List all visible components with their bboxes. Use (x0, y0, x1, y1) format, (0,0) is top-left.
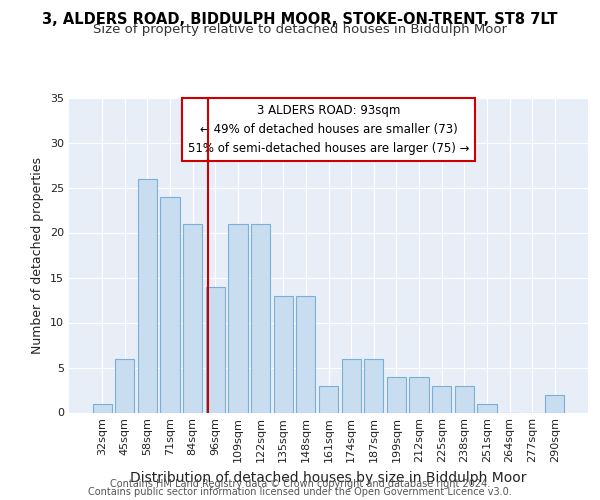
Bar (229, 224, 248, 412)
Y-axis label: Number of detached properties: Number of detached properties (31, 156, 44, 354)
Text: 3 ALDERS ROAD: 93sqm
← 49% of detached houses are smaller (73)
51% of semi-detac: 3 ALDERS ROAD: 93sqm ← 49% of detached h… (188, 104, 469, 155)
Bar (319, 386, 338, 412)
Bar (477, 404, 497, 412)
Bar (115, 358, 134, 412)
Bar (183, 224, 202, 412)
Bar (387, 376, 406, 412)
Bar (455, 386, 474, 412)
Bar (432, 386, 451, 412)
Text: Contains public sector information licensed under the Open Government Licence v3: Contains public sector information licen… (88, 487, 512, 497)
Bar (206, 286, 225, 412)
Bar (409, 376, 428, 412)
Bar (364, 358, 383, 412)
Bar (296, 296, 316, 412)
Bar (251, 224, 270, 412)
Bar (92, 404, 112, 412)
Text: 3, ALDERS ROAD, BIDDULPH MOOR, STOKE-ON-TRENT, ST8 7LT: 3, ALDERS ROAD, BIDDULPH MOOR, STOKE-ON-… (42, 12, 558, 28)
X-axis label: Distribution of detached houses by size in Biddulph Moor: Distribution of detached houses by size … (130, 471, 527, 485)
Text: Size of property relative to detached houses in Biddulph Moor: Size of property relative to detached ho… (93, 22, 507, 36)
Bar (341, 358, 361, 412)
Bar (160, 196, 180, 412)
Bar (138, 178, 157, 412)
Text: Contains HM Land Registry data © Crown copyright and database right 2024.: Contains HM Land Registry data © Crown c… (110, 479, 490, 489)
Bar (545, 394, 565, 412)
Bar (274, 296, 293, 412)
